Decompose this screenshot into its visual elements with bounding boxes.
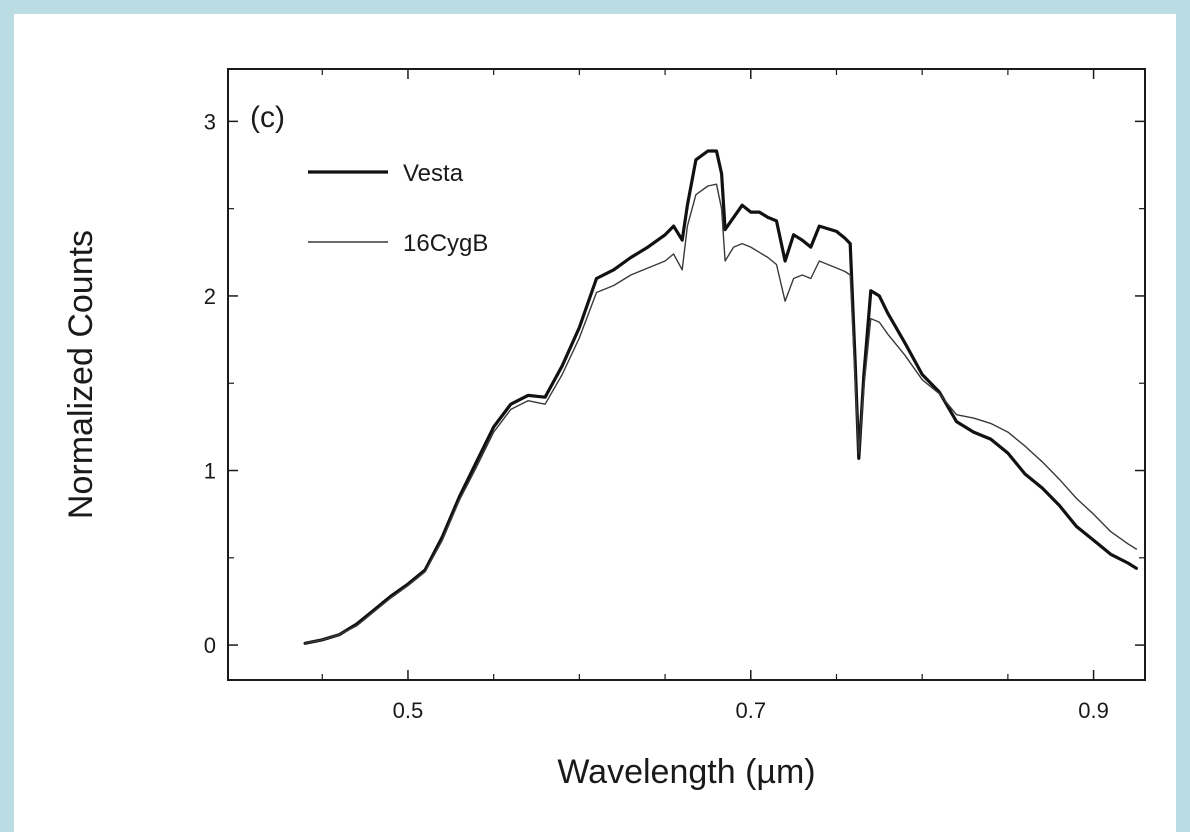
x-tick-label: 0.5 — [393, 698, 424, 723]
y-tick-label: 2 — [204, 284, 216, 309]
y-tick-label: 3 — [204, 109, 216, 134]
x-tick-label: 0.7 — [735, 698, 766, 723]
series-line-vesta — [303, 149, 1139, 645]
x-axis-title: Wavelength (µm) — [557, 753, 815, 791]
series-lines — [303, 149, 1139, 645]
y-axis-title: Normalized Counts — [62, 230, 100, 519]
axes — [227, 68, 1146, 681]
tick-marks: 0.5 0.7 0.9 0 1 2 3 — [204, 69, 1145, 723]
panel-label: (c) — [250, 101, 285, 134]
plot-frame — [227, 68, 1146, 681]
series-line-16cygb — [304, 183, 1138, 644]
legend-label-16cygb: 16CygB — [403, 230, 488, 257]
y-tick-label: 0 — [204, 633, 216, 658]
spectrum-chart: 0.5 0.7 0.9 0 1 2 3 Vesta 16CygB (c) Wavelength… — [62, 68, 1146, 791]
legend-label-vesta: Vesta — [403, 160, 464, 187]
legend: Vesta 16CygB — [308, 160, 488, 257]
x-tick-label: 0.9 — [1078, 698, 1109, 723]
figure-card: 0.5 0.7 0.9 0 1 2 3 Vesta 16CygB (c) Wavelength… — [14, 14, 1176, 832]
y-tick-label: 1 — [204, 459, 216, 484]
